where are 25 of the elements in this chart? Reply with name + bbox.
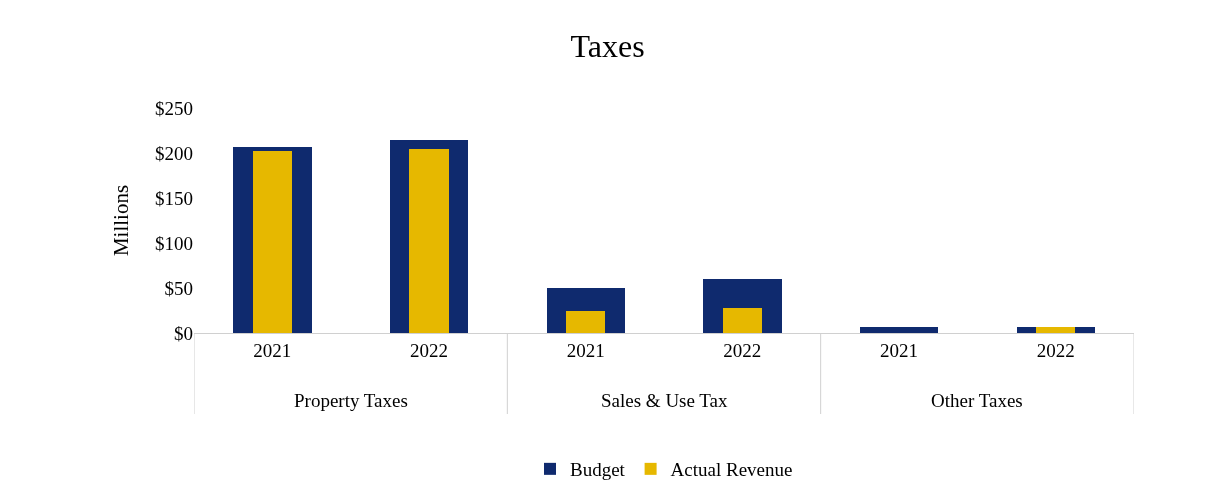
x-tick-label: 2021	[566, 339, 605, 361]
chart-title: Taxes	[570, 28, 645, 65]
text: Sales & Use Tax	[601, 390, 729, 411]
x-tick-label: 2021	[880, 339, 918, 361]
bar	[566, 311, 605, 333]
text: Other Taxes	[931, 390, 1023, 411]
y-axis-title: Millions	[109, 184, 134, 257]
y-tick-label: $50	[164, 277, 193, 299]
y-tick-label: $250	[155, 97, 193, 119]
bar	[860, 327, 938, 333]
x-tick-label: 2021	[253, 339, 292, 361]
bar	[253, 151, 292, 333]
y-tick-label: $100	[155, 232, 193, 254]
text: Property Taxes	[294, 390, 408, 411]
x-tick-label: 2022	[410, 339, 448, 361]
bar	[409, 149, 449, 333]
bar	[1036, 327, 1075, 333]
legend-label: Actual Revenue	[670, 459, 793, 481]
x-tick-label: 2022	[723, 339, 762, 361]
x-tick-label: 2022	[1036, 339, 1075, 361]
y-tick-label: $200	[155, 142, 193, 164]
bar	[723, 308, 762, 333]
y-tick-label: $0	[174, 322, 193, 344]
y-tick-label: $150	[155, 187, 193, 209]
legend-label: Budget	[570, 459, 626, 481]
